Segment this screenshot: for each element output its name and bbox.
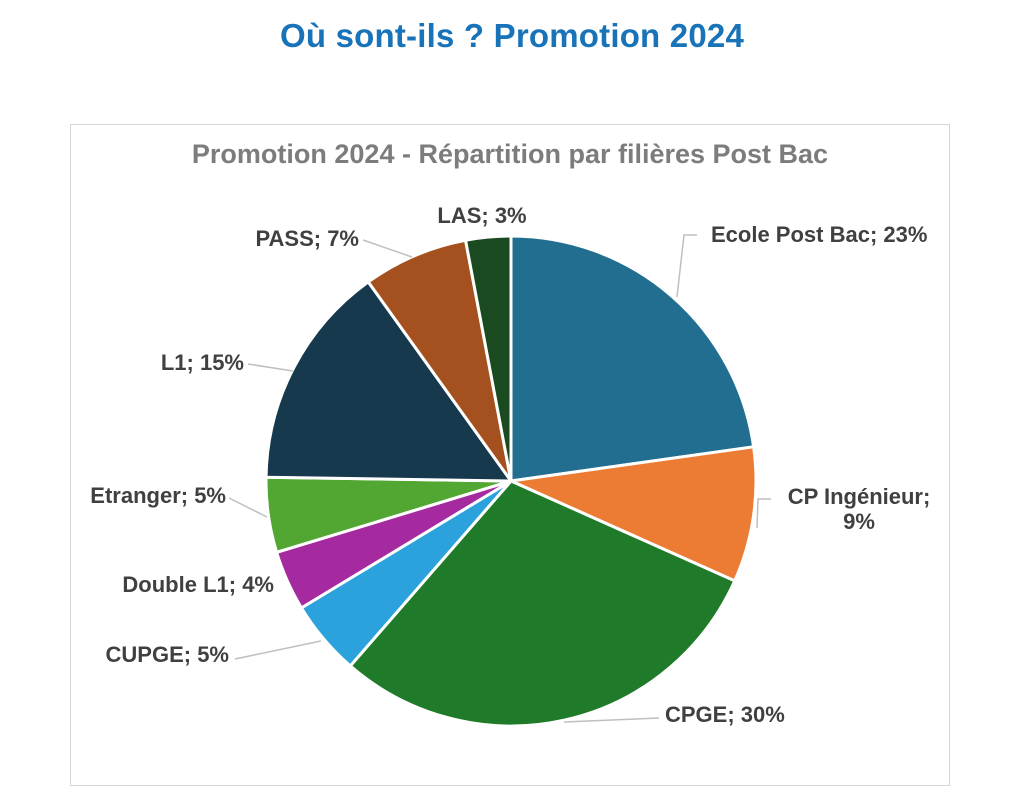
slice-label-etranger: Etranger; 5% <box>90 483 226 508</box>
slice-label-cpge: CPGE; 30% <box>665 702 785 727</box>
slice-label-pass: PASS; 7% <box>255 226 359 251</box>
slice-label-cupge: CUPGE; 5% <box>106 642 229 667</box>
pie-slice-l1 <box>264 280 513 483</box>
pie-slice-las <box>464 234 513 483</box>
leader-line-pass <box>362 239 413 258</box>
page-title: Où sont-ils ? Promotion 2024 <box>280 17 744 54</box>
pie-chart: Ecole Post Bac; 23% CP Ingénieur; 9% CPGE; … <box>90 203 931 728</box>
slice-label-ecole-post-bac: Ecole Post Bac; 23% <box>711 222 927 247</box>
leader-line-cpge <box>563 717 660 723</box>
pie-slice-cp-ingenieur <box>509 445 758 583</box>
leader-line-ecole-post-bac <box>676 234 697 298</box>
leader-line-cp-ingenieur <box>756 498 771 529</box>
chart-title: Promotion 2024 - Répartition par filière… <box>191 139 829 169</box>
chart-frame: Promotion 2024 - Répartition par filière… <box>70 124 950 786</box>
slice-label-l1: L1; 15% <box>161 350 244 375</box>
slice-label-las: LAS; 3% <box>437 203 526 228</box>
slice-label-cp-ingenieur: CP Ingénieur; 9% <box>788 484 931 534</box>
leader-line-cupge <box>234 640 322 660</box>
pie-slice-ecole-post-bac <box>509 234 756 483</box>
pie-slice-pass <box>366 238 513 483</box>
slice-label-double-l1: Double L1; 4% <box>122 572 274 597</box>
leader-line-etranger <box>228 497 268 518</box>
pie-slice-cpge <box>348 479 737 728</box>
leader-line-l1 <box>247 363 294 372</box>
